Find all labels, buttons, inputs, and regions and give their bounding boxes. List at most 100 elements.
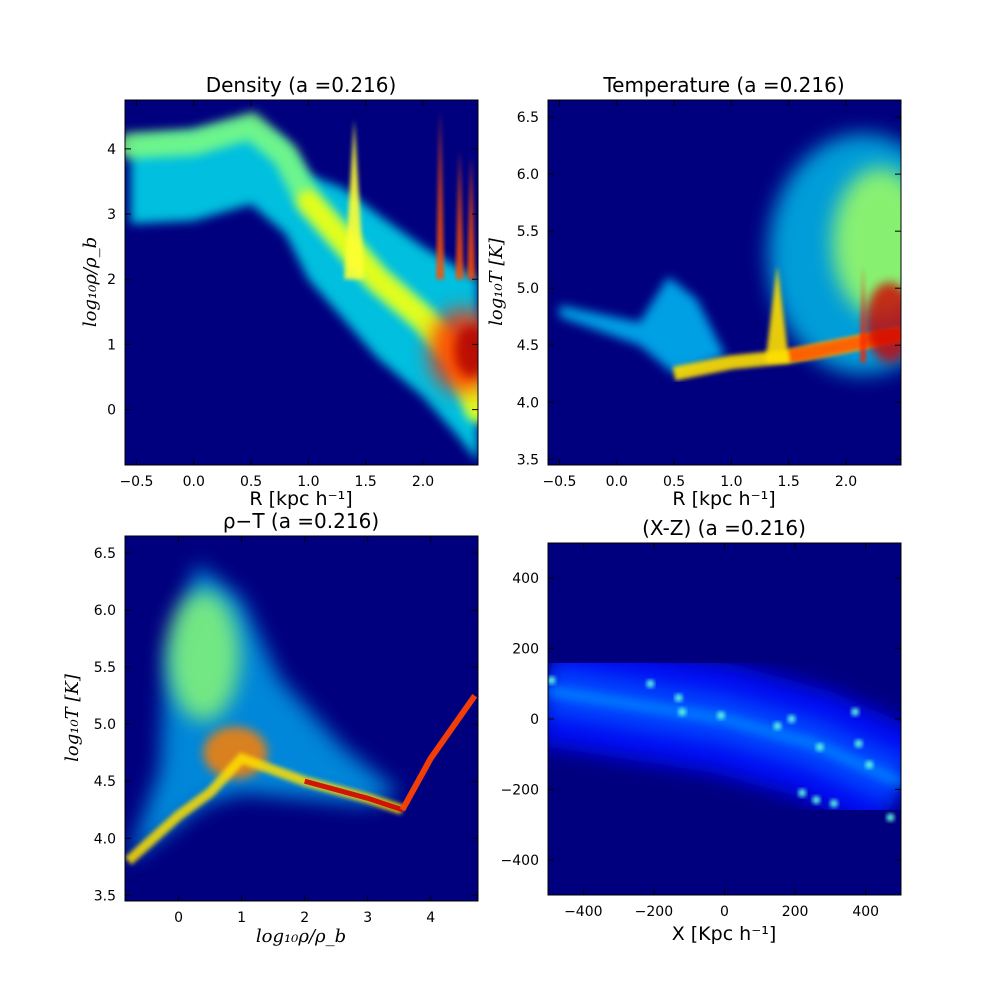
rho-t-dense-track <box>304 778 404 813</box>
density-panel: Density (a =0.216) −0.5 0.0 0.5 1.0 1.5 2.0 0… <box>80 73 479 510</box>
x-tick-label: 1.5 <box>355 474 377 490</box>
xz-knot <box>815 743 824 752</box>
temperature-x-label: R [kpc h⁻¹] <box>672 488 775 510</box>
xz-knot <box>674 693 683 702</box>
x-tick-label: 0.5 <box>240 474 262 490</box>
temperature-heatmap <box>559 134 901 381</box>
xz-knot <box>865 760 874 769</box>
y-tick-label: −400 <box>501 853 539 869</box>
rho-t-hot-gas <box>167 590 240 721</box>
xz-panel: (X-Z) (a =0.216) −400 −200 0 200 400 −400 −20… <box>501 516 902 945</box>
y-tick-label: 2 <box>107 272 116 288</box>
temperature-panel: Temperature (a =0.216) −0.5 0.0 0.5 1.0 1.5 2… <box>486 73 902 510</box>
xz-knot <box>646 679 655 688</box>
y-tick-label: 4 <box>107 142 116 158</box>
xz-knot <box>798 788 807 797</box>
temperature-inner-bump <box>559 276 726 374</box>
x-tick-label: 0.0 <box>183 474 205 490</box>
xz-knot <box>829 799 838 808</box>
y-tick-label: 5.5 <box>517 224 539 240</box>
xz-heatmap <box>548 636 901 833</box>
density-title: Density (a =0.216) <box>206 73 397 97</box>
y-tick-label: 6.5 <box>94 546 116 562</box>
x-tick-label: −400 <box>564 904 602 920</box>
x-tick-label: 200 <box>782 904 809 920</box>
density-spike <box>455 148 464 280</box>
density-envelope <box>130 119 478 462</box>
xz-knot <box>787 715 796 723</box>
rho-t-y-label: log₁₀T [K] <box>62 673 83 762</box>
xz-x-label: X [Kpc h⁻¹] <box>672 923 777 945</box>
y-tick-label: 400 <box>512 571 539 587</box>
xz-knot <box>812 795 821 804</box>
temperature-core <box>865 282 901 363</box>
y-tick-label: 4.0 <box>94 831 116 847</box>
temperature-x-ticks: −0.5 0.0 0.5 1.0 1.5 2.0 <box>542 100 857 490</box>
temperature-frame <box>547 99 902 466</box>
xz-knot <box>548 676 556 685</box>
y-tick-label: 5.0 <box>517 281 539 297</box>
x-tick-label: −0.5 <box>542 474 576 490</box>
xz-title: (X-Z) (a =0.216) <box>642 516 806 540</box>
x-tick-label: 3 <box>363 910 372 926</box>
density-spike <box>467 155 476 280</box>
xz-filament-core <box>548 685 901 787</box>
xz-knot <box>886 813 895 822</box>
y-tick-label: 200 <box>512 642 539 658</box>
y-tick-label: 0 <box>530 712 539 728</box>
y-tick-label: 3 <box>107 207 116 223</box>
y-tick-label: −200 <box>501 782 539 798</box>
xz-knot <box>854 739 863 748</box>
density-spike <box>344 119 365 280</box>
x-tick-label: 4 <box>426 910 435 926</box>
x-tick-label: 400 <box>852 904 879 920</box>
y-tick-label: 4.5 <box>94 774 116 790</box>
temperature-y-ticks: 3.5 4.0 4.5 5.0 5.5 6.0 6.5 <box>517 110 901 468</box>
y-tick-label: 3.5 <box>517 452 539 468</box>
y-tick-label: 5.0 <box>94 717 116 733</box>
x-tick-label: 2.0 <box>412 474 434 490</box>
rho-t-x-ticks: 0 1 2 3 4 <box>174 536 435 926</box>
rho-t-x-label: log₁₀ρ/ρ_b <box>256 926 346 947</box>
density-y-ticks: 0 1 2 3 4 <box>107 142 478 419</box>
y-tick-label: 6.0 <box>517 167 539 183</box>
temperature-y-label: log₁₀T [K] <box>486 237 507 326</box>
x-tick-label: 0.0 <box>606 474 628 490</box>
rho-t-star-forming-track <box>399 693 478 812</box>
y-tick-label: 5.5 <box>94 660 116 676</box>
y-tick-label: 3.5 <box>94 888 116 904</box>
x-tick-label: 2 <box>300 910 309 926</box>
x-tick-label: 2.0 <box>835 474 857 490</box>
density-frame <box>124 99 479 466</box>
temperature-spike <box>765 265 790 363</box>
temperature-title: Temperature (a =0.216) <box>602 73 844 97</box>
y-tick-label: 1 <box>107 337 116 353</box>
y-tick-label: 0 <box>107 403 116 419</box>
xz-knot <box>851 707 860 716</box>
density-spike <box>436 109 445 280</box>
rho-t-y-ticks: 3.5 4.0 4.5 5.0 5.5 6.0 6.5 <box>94 546 478 904</box>
y-tick-label: 6.0 <box>94 603 116 619</box>
temperature-warm-halo <box>832 167 901 318</box>
y-tick-label: 4.0 <box>517 395 539 411</box>
density-core-region <box>455 324 478 377</box>
y-tick-label: 6.5 <box>517 110 539 126</box>
density-x-label: R [kpc h⁻¹] <box>249 488 352 510</box>
xz-x-ticks: −400 −200 0 200 400 <box>564 543 879 920</box>
rho-t-panel: ρ−T (a =0.216) 0 1 2 3 4 3.5 4.0 4.5 5.0 5.5 6.0 6… <box>62 509 479 947</box>
rho-t-frame <box>124 535 479 902</box>
xz-knot <box>678 707 687 716</box>
x-tick-label: 0 <box>720 904 729 920</box>
density-x-ticks: −0.5 0.0 0.5 1.0 1.5 2.0 <box>119 100 434 490</box>
x-tick-label: 1.5 <box>778 474 800 490</box>
x-tick-label: 1.0 <box>297 474 319 490</box>
x-tick-label: 0.5 <box>663 474 685 490</box>
x-tick-label: 0 <box>174 910 183 926</box>
density-y-label: log₁₀ρ/ρ_b <box>80 237 101 327</box>
y-tick-label: 4.5 <box>517 338 539 354</box>
xz-y-ticks: −400 −200 0 200 400 <box>501 571 901 869</box>
rho-t-heatmap <box>125 564 478 865</box>
x-tick-label: 1.0 <box>720 474 742 490</box>
xz-knot <box>773 722 782 731</box>
